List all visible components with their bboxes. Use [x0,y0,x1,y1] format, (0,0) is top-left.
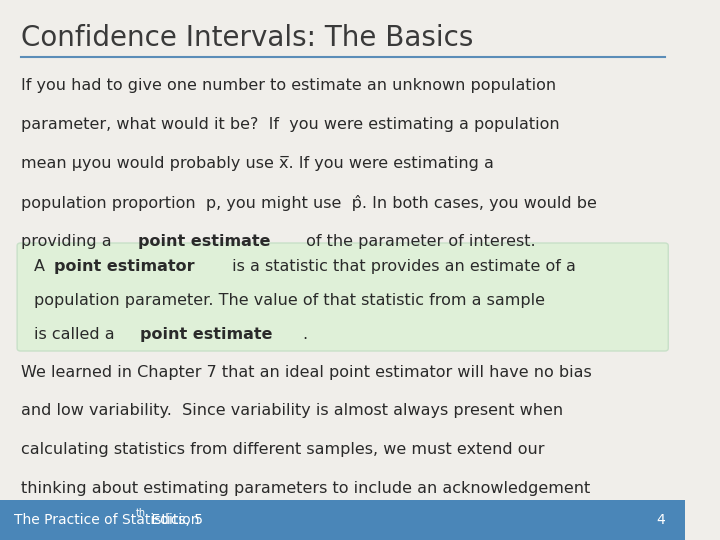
Text: mean μyou would probably use x̅. If you were estimating a: mean μyou would probably use x̅. If you … [21,156,493,171]
Text: The Practice of Statistics, 5: The Practice of Statistics, 5 [14,513,203,526]
Text: .: . [302,327,307,342]
Text: of the parameter of interest.: of the parameter of interest. [301,234,536,249]
Text: A: A [35,259,50,274]
Text: Edition: Edition [148,513,200,526]
Text: thinking about estimating parameters to include an acknowledgement: thinking about estimating parameters to … [21,481,590,496]
Text: point estimate: point estimate [138,234,271,249]
Text: parameter, what would it be?  If  you were estimating a population: parameter, what would it be? If you were… [21,117,559,132]
Text: point estimate: point estimate [140,327,272,342]
Text: that repeated sampling could yield different results.: that repeated sampling could yield diffe… [21,520,440,535]
Text: calculating statistics from different samples, we must extend our: calculating statistics from different sa… [21,442,544,457]
Text: and low variability.  Since variability is almost always present when: and low variability. Since variability i… [21,403,563,418]
Text: population parameter. The value of that statistic from a sample: population parameter. The value of that … [35,293,545,308]
Text: If you had to give one number to estimate an unknown population: If you had to give one number to estimat… [21,78,556,93]
Text: is called a: is called a [35,327,120,342]
Text: Confidence Intervals: The Basics: Confidence Intervals: The Basics [21,24,473,52]
Text: 4: 4 [656,513,665,526]
Text: providing a: providing a [21,234,117,249]
Text: th: th [135,508,146,518]
FancyBboxPatch shape [17,243,668,351]
Text: population proportion  p, you might use  p̂. In both cases, you would be: population proportion p, you might use p… [21,195,596,211]
Text: point estimator: point estimator [54,259,194,274]
Text: is a statistic that provides an estimate of a: is a statistic that provides an estimate… [227,259,576,274]
Text: We learned in Chapter 7 that an ideal point estimator will have no bias: We learned in Chapter 7 that an ideal po… [21,364,591,380]
Bar [0,500,685,540]
